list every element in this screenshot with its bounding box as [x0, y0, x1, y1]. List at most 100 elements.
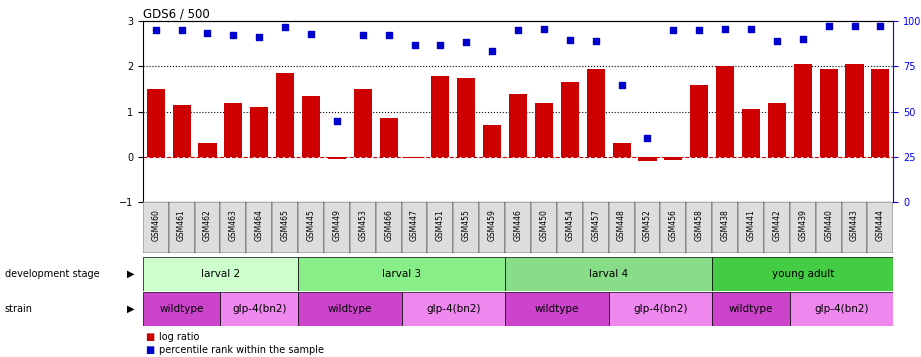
Text: larval 3: larval 3	[382, 269, 421, 279]
Bar	[612, 143, 631, 157]
Bar	[609, 202, 635, 253]
Point	[847, 23, 862, 29]
Point	[484, 48, 499, 54]
Text: wildtype: wildtype	[535, 303, 579, 314]
Text: GSM446: GSM446	[514, 210, 522, 241]
Point	[770, 38, 785, 44]
Text: larval 4: larval 4	[589, 269, 628, 279]
Text: GSM444: GSM444	[876, 210, 885, 241]
Bar	[505, 292, 609, 326]
Bar	[871, 69, 890, 157]
Bar	[402, 202, 427, 253]
Point	[356, 32, 370, 38]
Bar	[143, 202, 169, 253]
Text: GSM448: GSM448	[617, 210, 626, 241]
Point	[563, 37, 577, 43]
Bar	[251, 107, 268, 157]
Bar	[845, 64, 864, 157]
Text: GSM450: GSM450	[540, 210, 548, 241]
Point	[459, 39, 473, 45]
Text: strain: strain	[5, 303, 32, 314]
Text: GSM463: GSM463	[228, 210, 238, 241]
Text: glp-4(bn2): glp-4(bn2)	[426, 303, 481, 314]
Bar	[842, 202, 868, 253]
Bar	[273, 202, 298, 253]
Bar	[350, 202, 376, 253]
Bar	[768, 102, 786, 157]
Text: GSM447: GSM447	[410, 210, 419, 241]
Bar	[431, 76, 449, 157]
Text: GSM465: GSM465	[281, 210, 289, 241]
Text: larval 2: larval 2	[201, 269, 240, 279]
Bar	[561, 82, 579, 157]
Point	[589, 38, 603, 44]
Text: young adult: young adult	[772, 269, 834, 279]
Point	[666, 27, 681, 32]
Point	[433, 42, 448, 48]
Text: glp-4(bn2): glp-4(bn2)	[814, 303, 869, 314]
Bar	[172, 105, 191, 157]
Text: glp-4(bn2): glp-4(bn2)	[633, 303, 688, 314]
Point	[717, 26, 732, 32]
Text: GSM438: GSM438	[720, 210, 729, 241]
Bar	[742, 109, 760, 157]
Bar	[298, 202, 324, 253]
Point	[278, 24, 293, 30]
Text: GSM456: GSM456	[669, 210, 678, 241]
Bar	[324, 202, 350, 253]
Bar	[169, 202, 194, 253]
Text: GDS6 / 500: GDS6 / 500	[143, 7, 209, 20]
Bar	[505, 202, 531, 253]
Point	[796, 36, 810, 41]
Text: GSM462: GSM462	[203, 210, 212, 241]
Bar	[405, 157, 424, 158]
Bar	[686, 202, 712, 253]
Text: GSM442: GSM442	[773, 210, 781, 241]
Text: wildtype: wildtype	[729, 303, 774, 314]
Point	[381, 32, 396, 38]
Bar	[712, 257, 893, 291]
Bar	[820, 69, 838, 157]
Bar	[143, 292, 220, 326]
Text: GSM455: GSM455	[461, 210, 471, 241]
Bar	[220, 292, 298, 326]
Text: ■: ■	[146, 345, 155, 355]
Bar	[143, 257, 298, 291]
Bar	[376, 202, 402, 253]
Point	[692, 27, 706, 32]
Bar	[790, 202, 816, 253]
Bar	[505, 257, 712, 291]
Point	[174, 27, 189, 33]
Point	[537, 26, 552, 32]
Bar	[484, 125, 501, 157]
Point	[200, 30, 215, 36]
Point	[873, 23, 888, 29]
Text: GSM453: GSM453	[358, 210, 367, 241]
Text: wildtype: wildtype	[328, 303, 372, 314]
Bar	[664, 157, 682, 160]
Text: GSM439: GSM439	[799, 210, 808, 241]
Bar	[764, 202, 790, 253]
Bar	[738, 202, 764, 253]
Bar	[794, 64, 811, 157]
Bar	[509, 94, 527, 157]
Bar	[535, 102, 553, 157]
Text: GSM461: GSM461	[177, 210, 186, 241]
Point	[822, 23, 836, 29]
Bar	[609, 292, 712, 326]
Bar	[198, 143, 216, 157]
Text: GSM445: GSM445	[307, 210, 316, 241]
Bar	[246, 202, 273, 253]
Text: development stage: development stage	[5, 269, 99, 279]
Text: GSM464: GSM464	[255, 210, 263, 241]
Text: log ratio: log ratio	[159, 332, 200, 342]
Bar	[638, 157, 657, 161]
Text: GSM466: GSM466	[384, 210, 393, 241]
Bar	[690, 85, 708, 157]
Bar	[790, 292, 893, 326]
Bar	[712, 292, 790, 326]
Point	[304, 31, 319, 37]
Text: percentile rank within the sample: percentile rank within the sample	[159, 345, 324, 355]
Text: GSM443: GSM443	[850, 210, 859, 241]
Text: GSM451: GSM451	[436, 210, 445, 241]
